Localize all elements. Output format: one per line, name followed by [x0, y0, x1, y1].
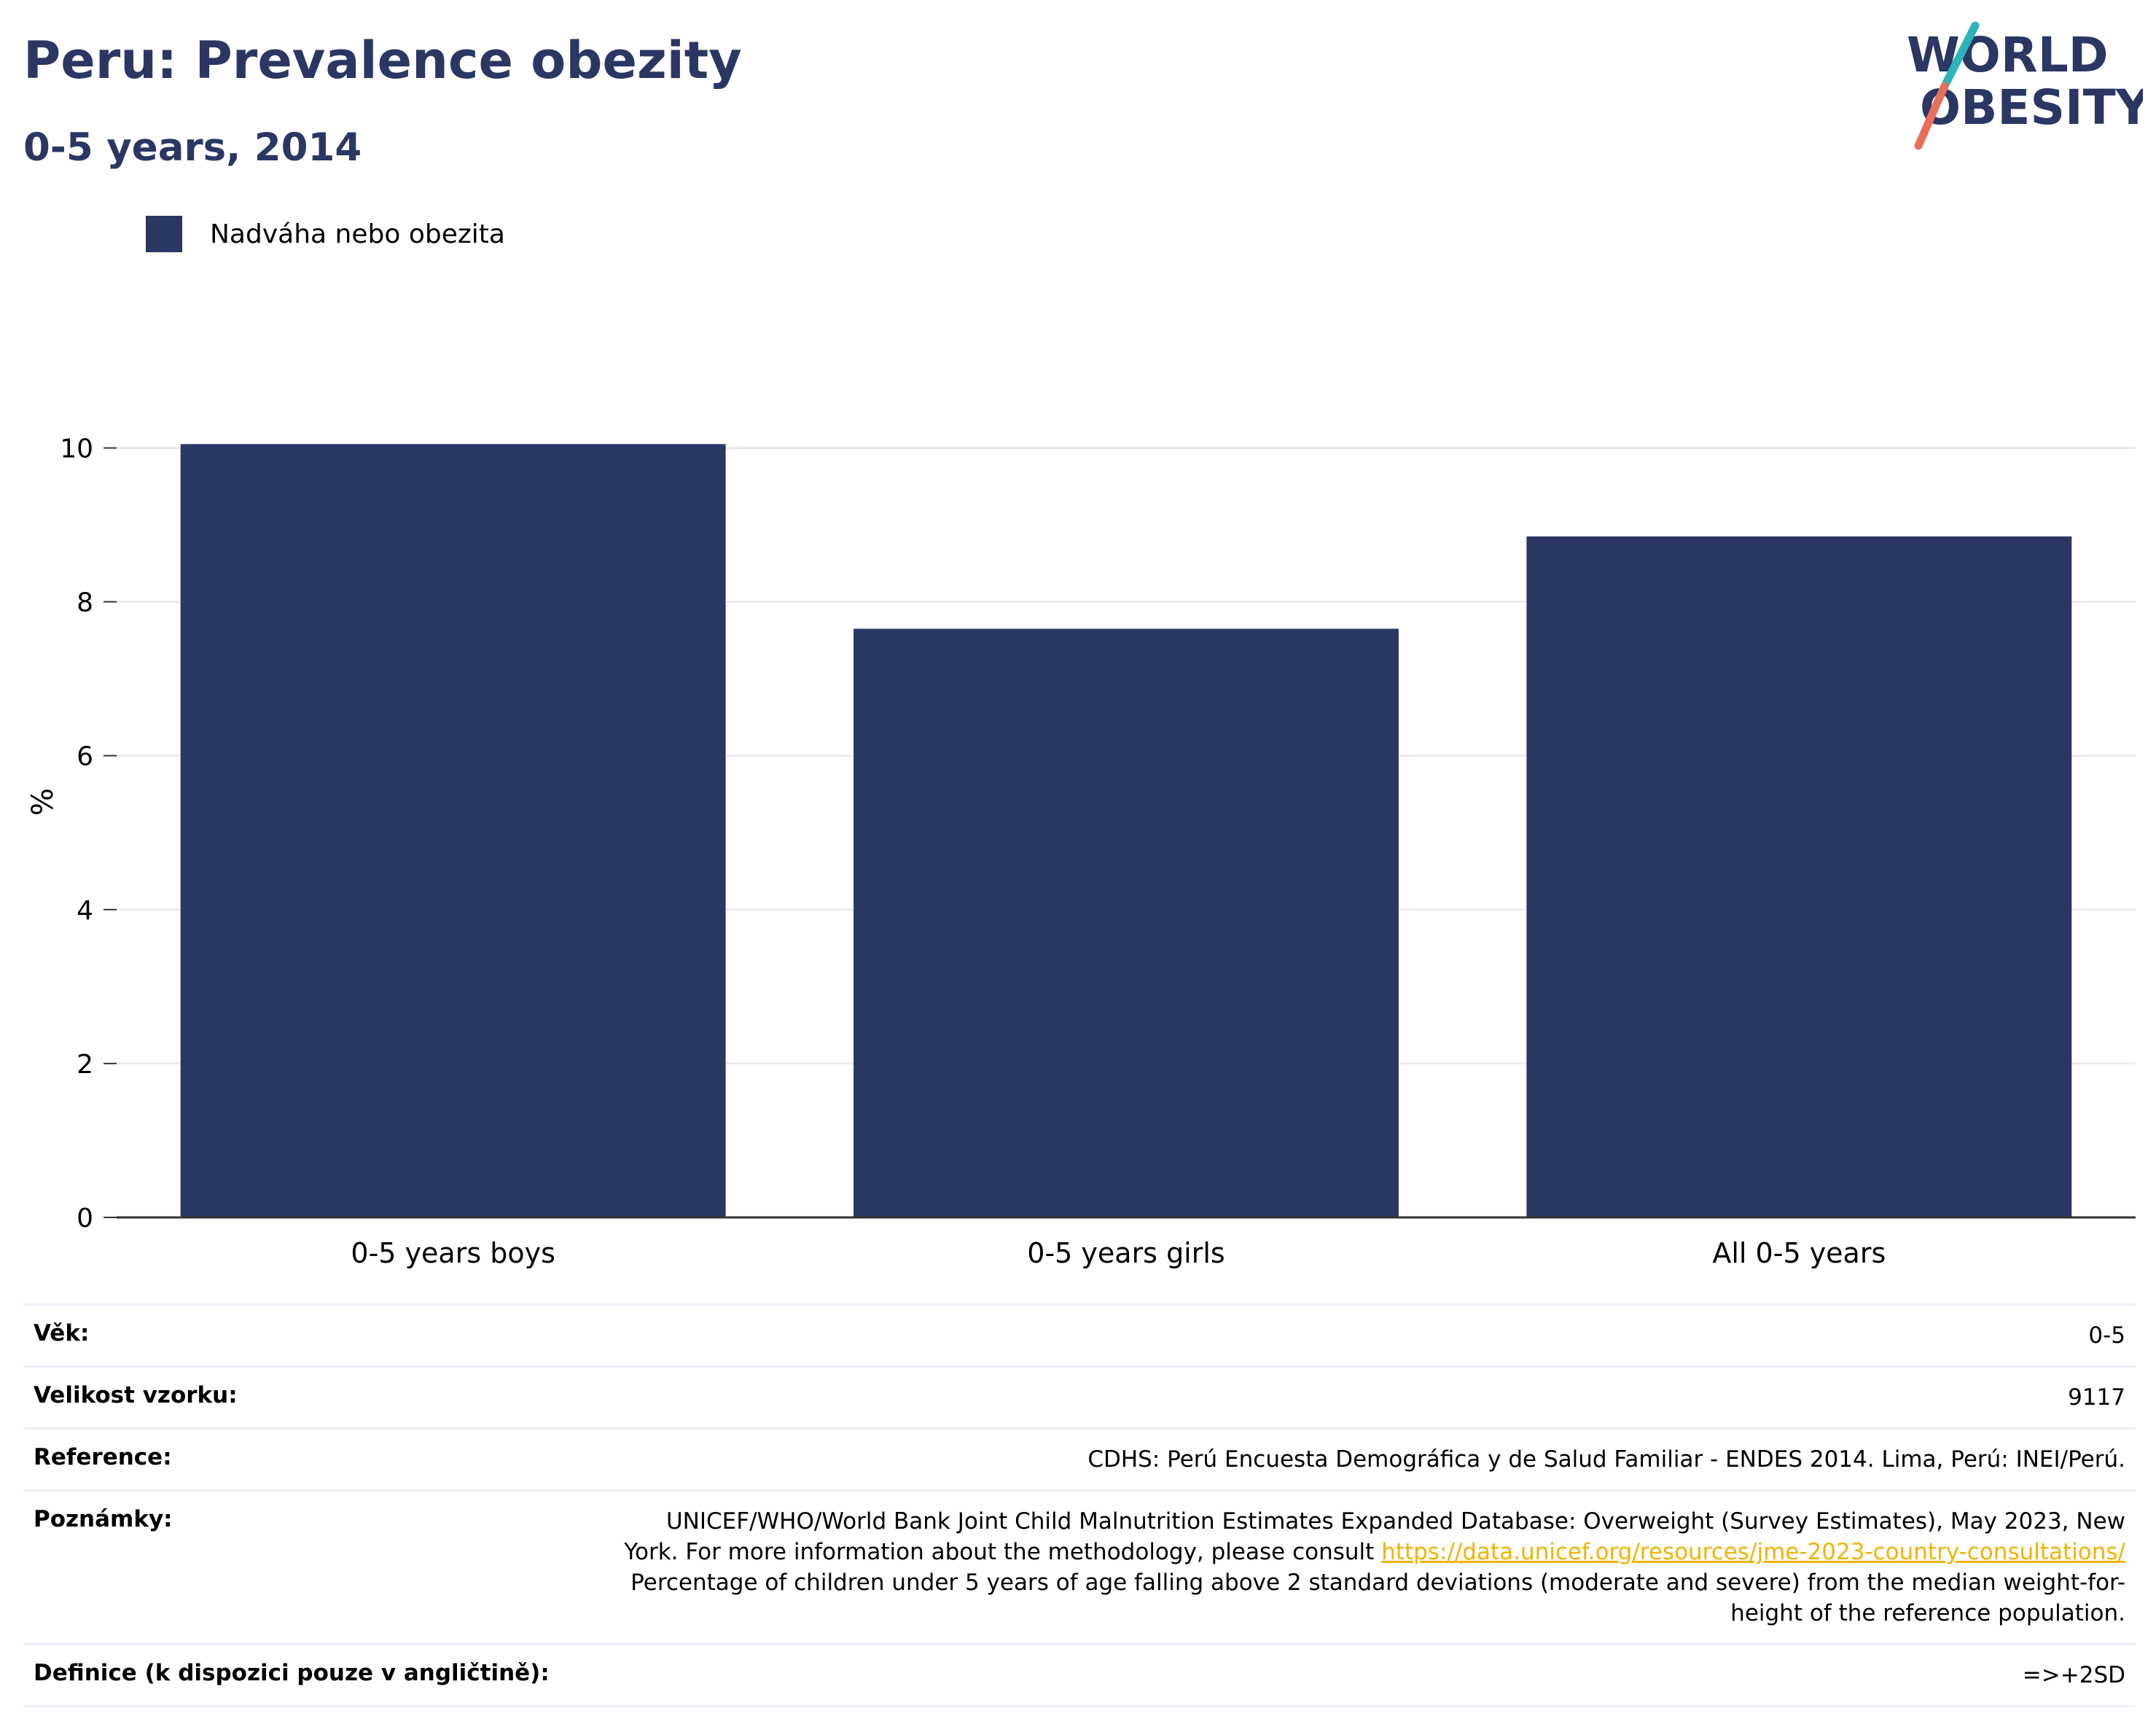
chart-subtitle: 0-5 years, 2014 — [23, 125, 362, 170]
y-tick-label: 10 — [60, 434, 93, 464]
reference-value: CDHS: Perú Encuesta Demográfica y de Sal… — [1087, 1446, 2125, 1473]
info-table: Věk: 0-5 Velikost vzorku: 9117 Reference… — [23, 1303, 2136, 1707]
x-tick-label: 0-5 years girls — [1027, 1237, 1225, 1269]
bar — [854, 628, 1399, 1217]
bar-chart: 0 2 4 6 8 10% 0-5 years boys 0-5 years girls All… — [26, 434, 2136, 1269]
chart-title: Peru: Prevalence obezity — [23, 31, 742, 90]
info-row-reference: Reference: CDHS: Perú Encuesta Demográfi… — [23, 1427, 2136, 1489]
x-tick-label: All 0-5 years — [1712, 1237, 1886, 1269]
notes-line3: Percentage of children under 5 years of … — [630, 1570, 2125, 1596]
y-tick-label: 2 — [77, 1050, 93, 1080]
logo-slash-teal — [1940, 22, 1980, 90]
y-tick-label: 8 — [77, 588, 93, 618]
notes-label: Poznámky: — [34, 1506, 173, 1532]
info-row-sample: Velikost vzorku: 9117 — [23, 1365, 2136, 1427]
y-axis-title: % — [26, 788, 60, 816]
sample-label: Velikost vzorku: — [34, 1382, 238, 1408]
info-row-definition: Definice (k dispozici pouze v angličtině… — [23, 1643, 2136, 1707]
y-tick-label: 4 — [77, 896, 93, 926]
age-value: 0-5 — [2088, 1322, 2125, 1349]
logo-text-line2: OBESITY — [1920, 79, 2143, 136]
logo-text-line1: WORLD — [1907, 27, 2109, 83]
x-tick-label: 0-5 years boys — [351, 1237, 555, 1269]
bar — [180, 444, 726, 1217]
y-tick-label: 0 — [77, 1204, 93, 1233]
definition-value: =>+2SD — [2022, 1662, 2125, 1688]
y-tick-label: 6 — [77, 742, 93, 772]
legend-swatch — [146, 216, 182, 252]
bar — [1526, 536, 2072, 1217]
legend[interactable]: Nadváha nebo obezita — [146, 216, 505, 252]
age-label: Věk: — [34, 1320, 90, 1346]
info-row-age: Věk: 0-5 — [23, 1303, 2136, 1365]
notes-link[interactable]: https://data.unicef.org/resources/jme-20… — [1381, 1539, 2125, 1565]
info-row-notes: Poznámky: UNICEF/WHO/World Bank Joint Ch… — [23, 1489, 2136, 1643]
definition-label: Definice (k dispozici pouze v angličtině… — [34, 1660, 550, 1686]
notes-value: UNICEF/WHO/World Bank Joint Child Malnut… — [624, 1506, 2125, 1643]
notes-line4: height of the reference population. — [1730, 1600, 2125, 1626]
world-obesity-logo: WORLD OBESITY — [1907, 22, 2143, 150]
legend-label: Nadváha nebo obezita — [210, 219, 505, 249]
logo-slash-coral — [1914, 82, 1949, 150]
sample-value: 9117 — [2068, 1384, 2125, 1411]
notes-line2: York. For more information about the met… — [624, 1539, 1375, 1565]
reference-label: Reference: — [34, 1444, 172, 1470]
notes-line1: UNICEF/WHO/World Bank Joint Child Malnut… — [665, 1508, 2125, 1535]
